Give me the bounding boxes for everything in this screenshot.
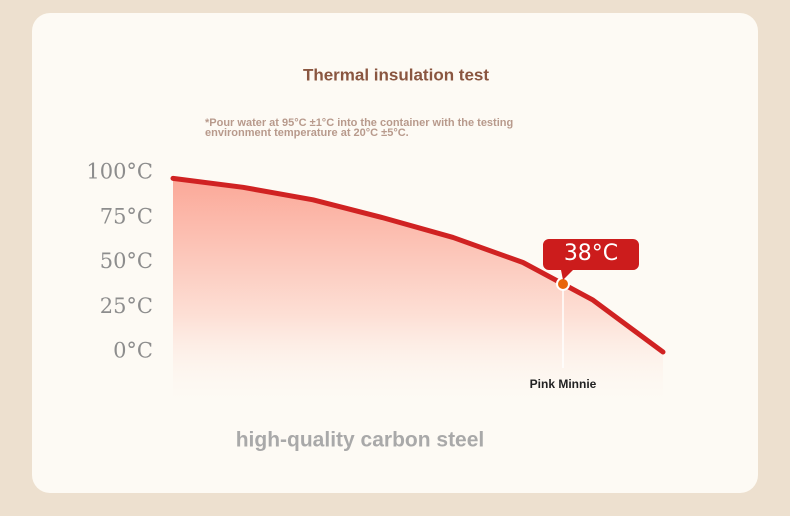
- y-tick-label: 100°C: [86, 160, 153, 184]
- footer: high-quality carbon steel: [236, 429, 485, 452]
- chart-title: Thermal insulation test: [303, 65, 489, 84]
- annotation-label: Pink Minnie: [530, 377, 597, 391]
- y-tick-label: 75°C: [100, 204, 153, 228]
- subtitle: *Pour water at 95°C ±1°C into the contai…: [205, 118, 514, 139]
- y-tick-label: 50°C: [100, 249, 153, 273]
- y-tick-label: 0°C: [113, 339, 153, 363]
- callout: [543, 238, 639, 280]
- y-tick-label: 25°C: [100, 294, 153, 318]
- subtitle-box: *Pour water at 95°C ±1°C into the contai…: [205, 118, 514, 139]
- area: [173, 178, 663, 410]
- line: [170, 175, 666, 355]
- callout-label: 38°C: [564, 241, 618, 266]
